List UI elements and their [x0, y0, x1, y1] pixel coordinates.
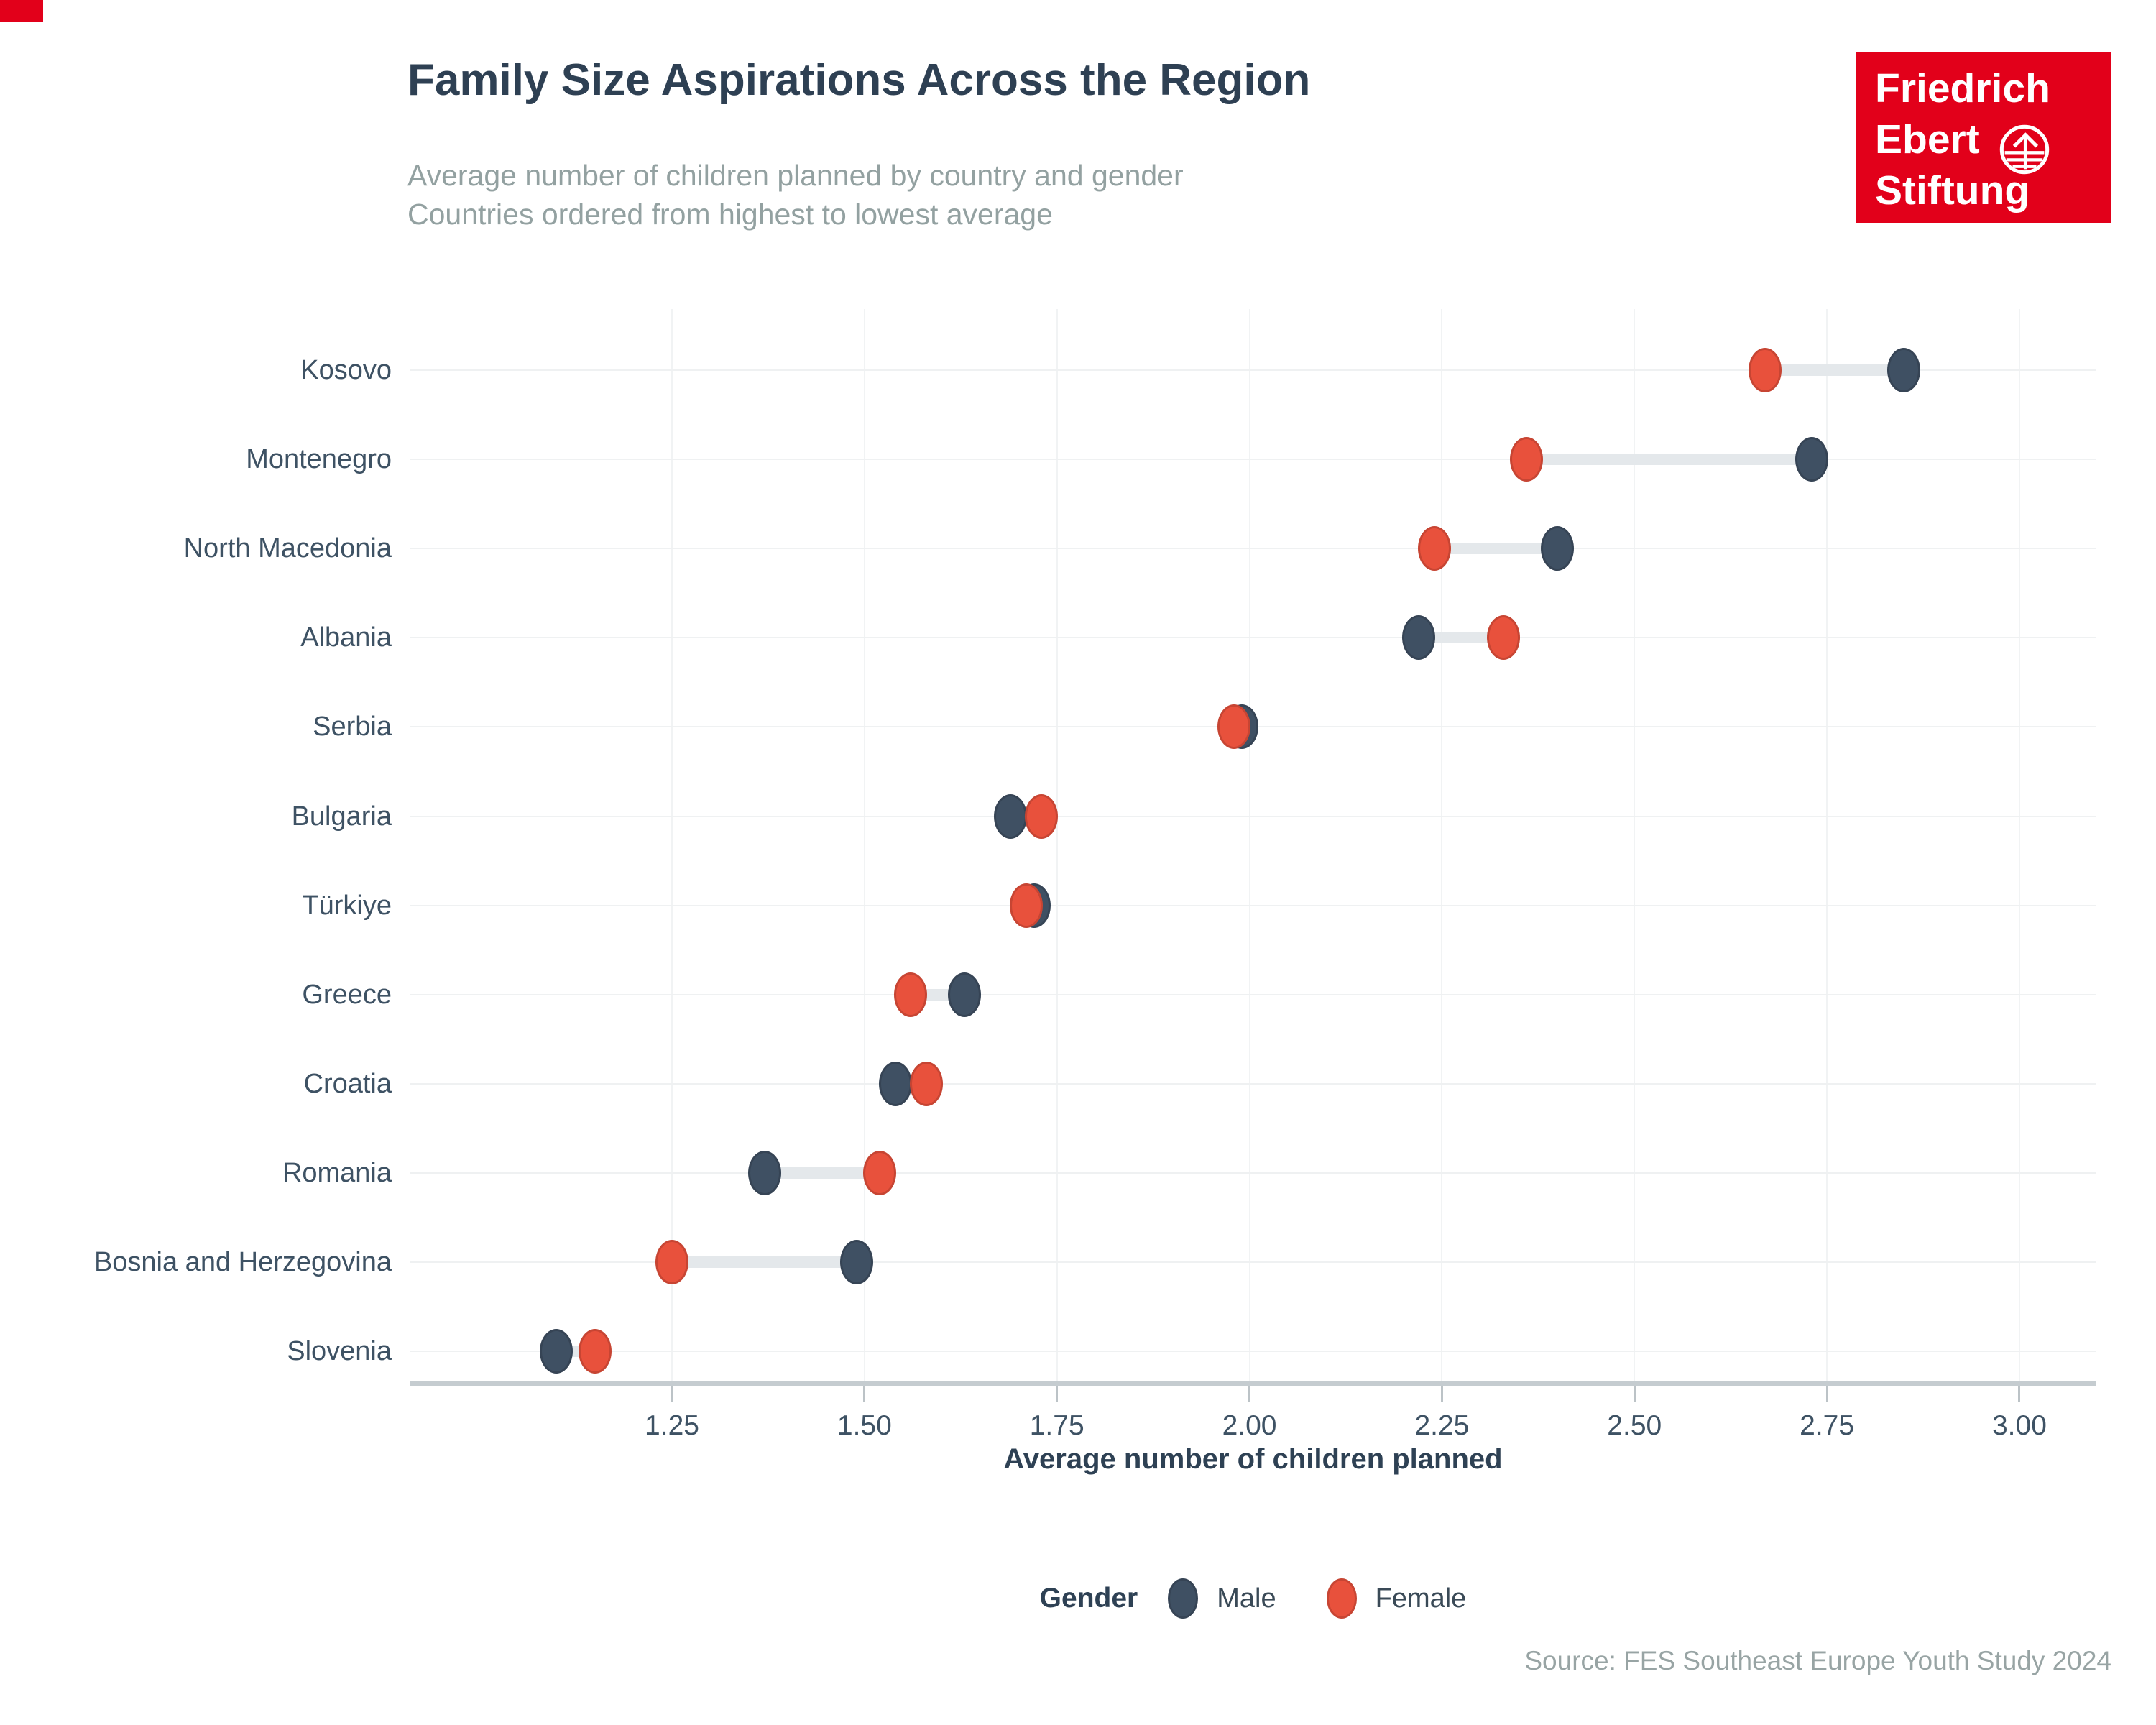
row-gridline: [410, 637, 2096, 639]
x-axis-tick-label: 2.25: [1414, 1410, 1470, 1441]
dumbbell-connector: [764, 1167, 880, 1179]
legend-title: Gender: [1039, 1583, 1138, 1614]
row-gridline: [410, 993, 2096, 995]
female-dot: [894, 972, 928, 1017]
legend-items: Male Female: [1168, 1578, 1466, 1619]
legend: Gender Male Female: [410, 1574, 2096, 1623]
x-axis-tick-label: 3.00: [1991, 1410, 2047, 1441]
female-dot: [863, 1150, 897, 1195]
male-dot: [878, 1061, 912, 1106]
x-axis-tick-label: 1.25: [645, 1410, 699, 1441]
logo-text-line3: Stiftung: [1875, 167, 2030, 213]
row-gridline: [410, 1351, 2096, 1353]
female-dot: [578, 1329, 612, 1374]
dumbbell-connector: [1526, 454, 1812, 466]
female-dot: [1510, 437, 1544, 482]
chart-title: Family Size Aspirations Across the Regio…: [407, 55, 1311, 105]
x-axis-tick-label: 1.75: [1029, 1410, 1084, 1441]
country-label: Montenegro: [246, 444, 392, 475]
x-axis-tick-label: 2.00: [1222, 1410, 1277, 1441]
legend-label: Male: [1217, 1583, 1276, 1614]
female-dot: [1025, 794, 1059, 839]
legend-item-male: Male: [1168, 1578, 1276, 1619]
x-gridline: [863, 309, 865, 1384]
logo-text-line1: Friedrich: [1875, 65, 2050, 111]
x-axis-tick-mark: [863, 1386, 866, 1402]
x-axis-tick-mark: [1056, 1386, 1059, 1402]
male-dot: [840, 1240, 874, 1284]
dumbbell-connector: [1434, 543, 1558, 555]
x-axis-line: [410, 1381, 2096, 1386]
x-axis-tick-mark: [671, 1386, 673, 1402]
country-label: Romania: [282, 1157, 392, 1188]
female-dot: [1009, 883, 1043, 928]
row-gridline: [410, 904, 2096, 906]
dumbbell-connector: [1765, 364, 1904, 376]
fes-logo: Friedrich Ebert Stiftung: [1856, 52, 2111, 223]
male-dot: [948, 972, 982, 1017]
male-dot: [540, 1329, 573, 1374]
x-axis-tick-mark: [1825, 1386, 1828, 1402]
female-dot: [1487, 615, 1521, 661]
male-dot: [1795, 437, 1828, 482]
x-axis-tick-mark: [1248, 1386, 1251, 1402]
chart-subtitle-line1: Average number of children planned by co…: [407, 159, 1184, 192]
x-axis-tick-label: 1.50: [837, 1410, 892, 1441]
x-axis-tick-label: 2.50: [1607, 1410, 1662, 1441]
female-dot: [1217, 704, 1251, 750]
male-dot: [1541, 526, 1575, 571]
x-gridline: [1056, 309, 1058, 1384]
x-gridline: [671, 309, 673, 1384]
x-gridline: [1634, 309, 1636, 1384]
country-label: Türkiye: [302, 890, 392, 921]
globe-arrow-icon: [1999, 124, 2050, 175]
country-label: Slovenia: [287, 1336, 392, 1367]
female-dot: [1417, 526, 1451, 571]
female-legend-dot-icon: [1326, 1578, 1357, 1619]
country-label: Kosovo: [300, 355, 392, 385]
source-caption: Source: FES Southeast Europe Youth Study…: [1524, 1646, 2111, 1675]
country-label: Croatia: [303, 1068, 392, 1099]
x-axis-tick-mark: [1633, 1386, 1636, 1402]
x-gridline: [2018, 309, 2020, 1384]
x-axis-tick-mark: [1440, 1386, 1443, 1402]
corner-mark: [0, 0, 43, 22]
x-gridline: [1441, 309, 1443, 1384]
x-axis-title: Average number of children planned: [1003, 1443, 1503, 1475]
country-label: Greece: [302, 979, 392, 1010]
chart-subtitle-line2: Countries ordered from highest to lowest…: [407, 198, 1053, 231]
legend-item-female: Female: [1326, 1578, 1467, 1619]
male-dot: [747, 1150, 781, 1195]
male-legend-dot-icon: [1168, 1578, 1199, 1619]
country-label: Albania: [300, 622, 392, 653]
male-dot: [1402, 615, 1436, 661]
row-gridline: [410, 459, 2096, 461]
row-gridline: [410, 1172, 2096, 1174]
x-axis-tick-mark: [2018, 1386, 2021, 1402]
row-gridline: [410, 815, 2096, 817]
female-dot: [909, 1061, 943, 1106]
female-dot: [655, 1240, 688, 1284]
x-gridline: [1826, 309, 1828, 1384]
x-gridline: [1248, 309, 1250, 1384]
row-gridline: [410, 1082, 2096, 1085]
dumbbell-connector: [1419, 632, 1504, 644]
male-dot: [1887, 348, 1921, 392]
row-gridline: [410, 369, 2096, 371]
x-axis-tick-label: 2.75: [1800, 1410, 1855, 1441]
country-label: Bulgaria: [291, 801, 392, 832]
row-gridline: [410, 1261, 2096, 1263]
country-label: Bosnia and Herzegovina: [93, 1247, 392, 1277]
female-dot: [1749, 348, 1782, 392]
legend-label: Female: [1375, 1583, 1467, 1614]
country-label: Serbia: [313, 712, 392, 742]
row-gridline: [410, 548, 2096, 550]
country-label: North Macedonia: [183, 533, 392, 564]
male-dot: [994, 794, 1028, 839]
dumbbell-connector: [672, 1256, 857, 1268]
logo-text-line2: Ebert: [1875, 116, 1980, 162]
